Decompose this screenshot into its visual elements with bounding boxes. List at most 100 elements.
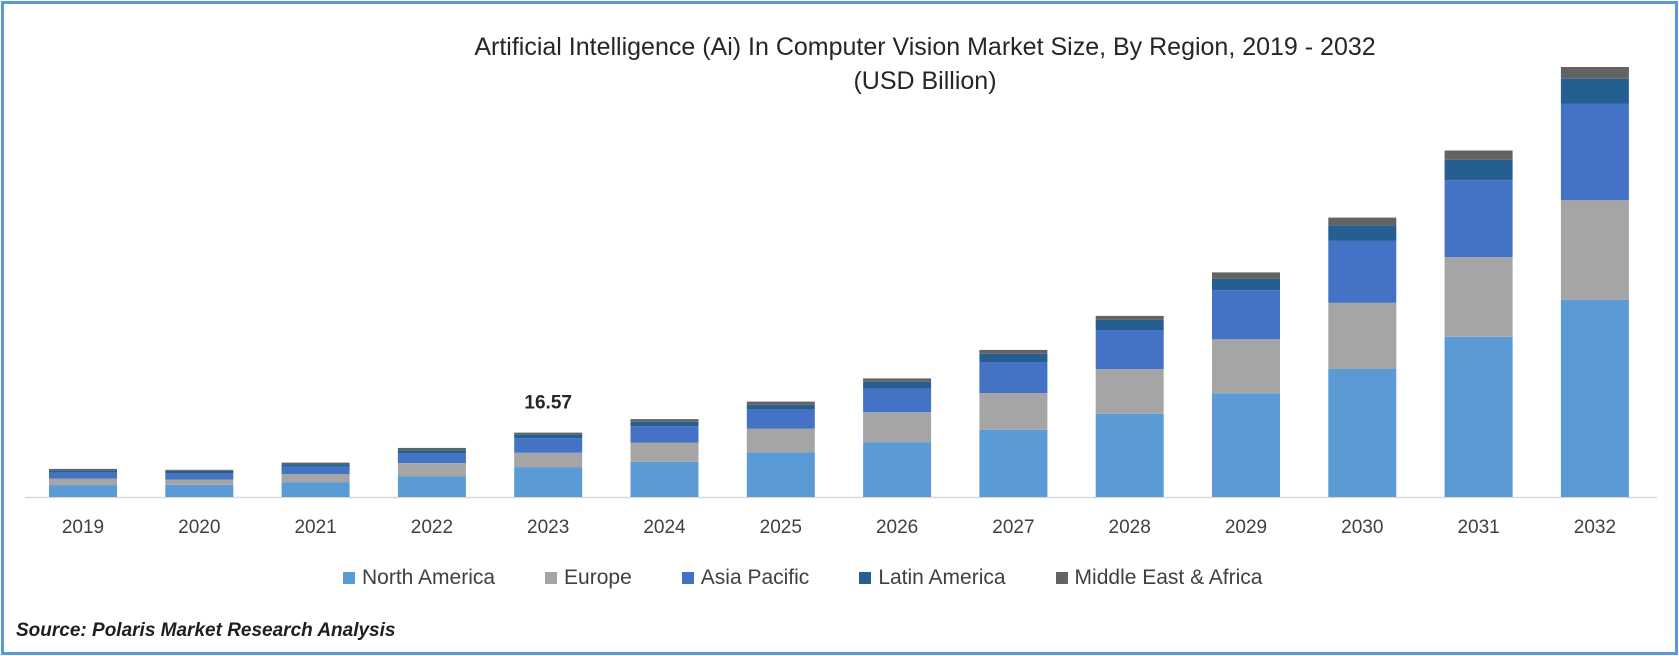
bar-2023-north-america: [514, 467, 583, 497]
bar-2023-asia-pacific: [514, 438, 583, 453]
bar-2023-latin-america: [514, 434, 583, 439]
bar-2024-europe: [630, 442, 699, 462]
x-tick-label-2030: 2030: [1341, 517, 1383, 538]
bar-2027-latin-america: [979, 353, 1048, 362]
bar-2022-asia-pacific: [397, 453, 466, 464]
x-tick-label-2023: 2023: [527, 517, 569, 538]
x-tick-label-2028: 2028: [1109, 517, 1151, 538]
legend-item-asia-pacific: Asia Pacific: [681, 566, 810, 590]
x-tick-label-2031: 2031: [1457, 517, 1499, 538]
legend-swatch: [545, 572, 558, 584]
bar-2023-middle-east-and-africa: [514, 432, 583, 435]
bar-2023-europe: [514, 452, 583, 468]
legend-label: Asia Pacific: [700, 566, 810, 589]
chart-title: Artificial Intelligence (Ai) In Computer…: [474, 33, 1376, 61]
bar-2028-latin-america: [1095, 319, 1164, 330]
bar-2025-middle-east-and-africa: [746, 401, 815, 405]
bar-2030-asia-pacific: [1328, 240, 1397, 303]
bar-2032-north-america: [1560, 299, 1629, 497]
bar-2028-europe: [1095, 369, 1164, 414]
legend-item-latin-america: Latin America: [859, 566, 1006, 590]
bar-2022-latin-america: [397, 450, 466, 454]
bar-2030-europe: [1328, 302, 1397, 369]
x-tick-label-2027: 2027: [992, 517, 1034, 538]
bar-2032-latin-america: [1560, 78, 1629, 104]
bar-2032-middle-east-and-africa: [1560, 67, 1629, 79]
x-tick-label-2024: 2024: [643, 517, 686, 538]
legend-swatch: [859, 572, 872, 584]
bar-2025-north-america: [746, 452, 815, 497]
bar-2020-asia-pacific: [165, 473, 234, 480]
bar-2019-north-america: [49, 485, 117, 497]
x-tick-label-2032: 2032: [1574, 517, 1616, 538]
bar-2026-north-america: [863, 442, 932, 497]
bar-2027-north-america: [979, 429, 1048, 497]
bar-2030-north-america: [1328, 369, 1397, 497]
bar-2027-middle-east-and-africa: [979, 349, 1048, 354]
legend-swatch: [343, 572, 355, 584]
bar-2031-north-america: [1444, 336, 1513, 497]
bar-2032-europe: [1560, 200, 1629, 300]
bar-2022-north-america: [397, 476, 466, 497]
legend-label: Europe: [564, 566, 632, 589]
x-tick-label-2026: 2026: [876, 517, 918, 538]
x-tick-label-2029: 2029: [1225, 517, 1267, 538]
chart-subtitle: (USD Billion): [853, 67, 997, 95]
bar-2021-europe: [281, 474, 350, 483]
legend-label: Middle East & Africa: [1074, 566, 1263, 589]
legend: North America Europe Asia Pacific Latin …: [343, 566, 1262, 590]
bar-2029-europe: [1212, 339, 1280, 394]
bar-2019-latin-america: [49, 470, 117, 473]
bar-2024-latin-america: [630, 421, 699, 427]
x-tick-label-2022: 2022: [411, 517, 453, 538]
bar-2020-north-america: [165, 484, 234, 497]
bar-2028-asia-pacific: [1095, 330, 1164, 370]
bar-2025-latin-america: [746, 404, 815, 410]
bar-2029-middle-east-and-africa: [1212, 272, 1280, 279]
legend-swatch: [1055, 572, 1068, 584]
bar-2030-middle-east-and-africa: [1328, 217, 1397, 226]
bar-2021-north-america: [281, 482, 350, 497]
bar-2020-middle-east-and-africa: [165, 469, 234, 471]
bar-2030-latin-america: [1328, 225, 1397, 241]
legend-swatch: [681, 572, 694, 584]
bar-2020-europe: [165, 479, 234, 485]
bar-2019-middle-east-and-africa: [49, 468, 117, 471]
bar-2026-latin-america: [863, 381, 932, 389]
bar-2020-latin-america: [165, 470, 234, 474]
chart-title-block: Artificial Intelligence (Ai) In Computer…: [0, 30, 1679, 98]
legend-label: Latin America: [878, 566, 1006, 589]
bar-2029-asia-pacific: [1212, 290, 1280, 340]
bar-2031-europe: [1444, 257, 1513, 337]
x-tick-label-2020: 2020: [178, 517, 220, 538]
bar-2028-middle-east-and-africa: [1095, 315, 1164, 320]
bar-2026-middle-east-and-africa: [863, 378, 932, 382]
x-tick-labels: 2019 2020 2021 2022 2023 2024 2025 2026 2027 2028…: [62, 517, 1616, 538]
annotations-layer: 16.57: [524, 393, 572, 414]
bar-2019-europe: [49, 478, 117, 486]
legend-item-middle-east-africa: Middle East & Africa: [1055, 566, 1263, 590]
legend-item-north-america: North America: [343, 566, 495, 590]
bar-2028-north-america: [1095, 413, 1164, 497]
bar-2026-asia-pacific: [863, 388, 932, 413]
bar-2026-europe: [863, 412, 932, 443]
bar-2031-middle-east-and-africa: [1444, 150, 1513, 160]
bar-2032-asia-pacific: [1560, 103, 1629, 201]
bar-2021-latin-america: [281, 464, 350, 467]
bar-2024-asia-pacific: [630, 426, 699, 443]
legend-item-europe: Europe: [545, 566, 632, 590]
bar-2019-asia-pacific: [49, 472, 117, 479]
bar-2027-asia-pacific: [979, 362, 1048, 394]
bar-2021-asia-pacific: [281, 466, 350, 474]
bar-2021-middle-east-and-africa: [281, 462, 350, 464]
bars-layer: [49, 67, 1629, 497]
bar-2029-north-america: [1212, 393, 1280, 497]
bar-2022-europe: [397, 463, 466, 477]
bar-2025-asia-pacific: [746, 409, 815, 429]
bar-2024-middle-east-and-africa: [630, 419, 699, 422]
data-label-2023: 16.57: [524, 393, 572, 414]
bar-2031-asia-pacific: [1444, 180, 1513, 258]
source-note: Source: Polaris Market Research Analysis: [16, 620, 396, 641]
